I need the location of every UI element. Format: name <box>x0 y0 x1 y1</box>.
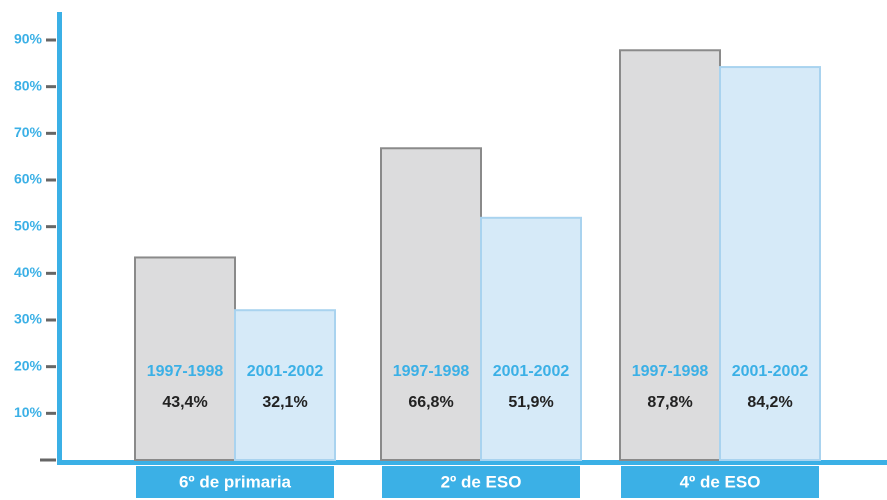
bar <box>719 66 821 461</box>
value-label: 66,8% <box>408 394 453 411</box>
series-label: 2001-2002 <box>732 363 809 380</box>
category-box <box>621 466 819 498</box>
series-label: 1997-1998 <box>393 363 470 380</box>
y-tick-label: 40% <box>14 264 43 280</box>
x-tick-label: 4º de ESO <box>680 472 761 491</box>
y-tick-label: 70% <box>14 124 43 140</box>
y-tick-label: 20% <box>14 357 43 373</box>
value-label: 84,2% <box>747 394 792 411</box>
bar <box>134 256 236 462</box>
bar <box>234 309 336 462</box>
series-label: 1997-1998 <box>632 363 709 380</box>
x-tick-label: 2º de ESO <box>441 472 522 491</box>
x-axis <box>57 460 887 465</box>
y-tick-label: 50% <box>14 217 43 233</box>
y-tick-label: 10% <box>14 404 43 420</box>
series-label: 2001-2002 <box>493 363 570 380</box>
x-tick-label: 6º de primaria <box>179 472 292 491</box>
y-tick-label: 90% <box>14 31 43 47</box>
series-label: 2001-2002 <box>247 363 324 380</box>
y-axis <box>57 12 62 465</box>
value-label: 51,9% <box>508 394 553 411</box>
series-label: 1997-1998 <box>147 363 224 380</box>
value-label: 32,1% <box>262 394 307 411</box>
category-box <box>382 466 580 498</box>
y-tick-label: 80% <box>14 77 43 93</box>
y-tick-label: 60% <box>14 171 43 187</box>
bar <box>380 147 482 461</box>
category-box <box>136 466 334 498</box>
bar <box>619 49 721 462</box>
bar <box>480 216 582 461</box>
value-label: 43,4% <box>162 394 207 411</box>
y-tick-label: 30% <box>14 311 43 327</box>
value-label: 87,8% <box>647 394 692 411</box>
